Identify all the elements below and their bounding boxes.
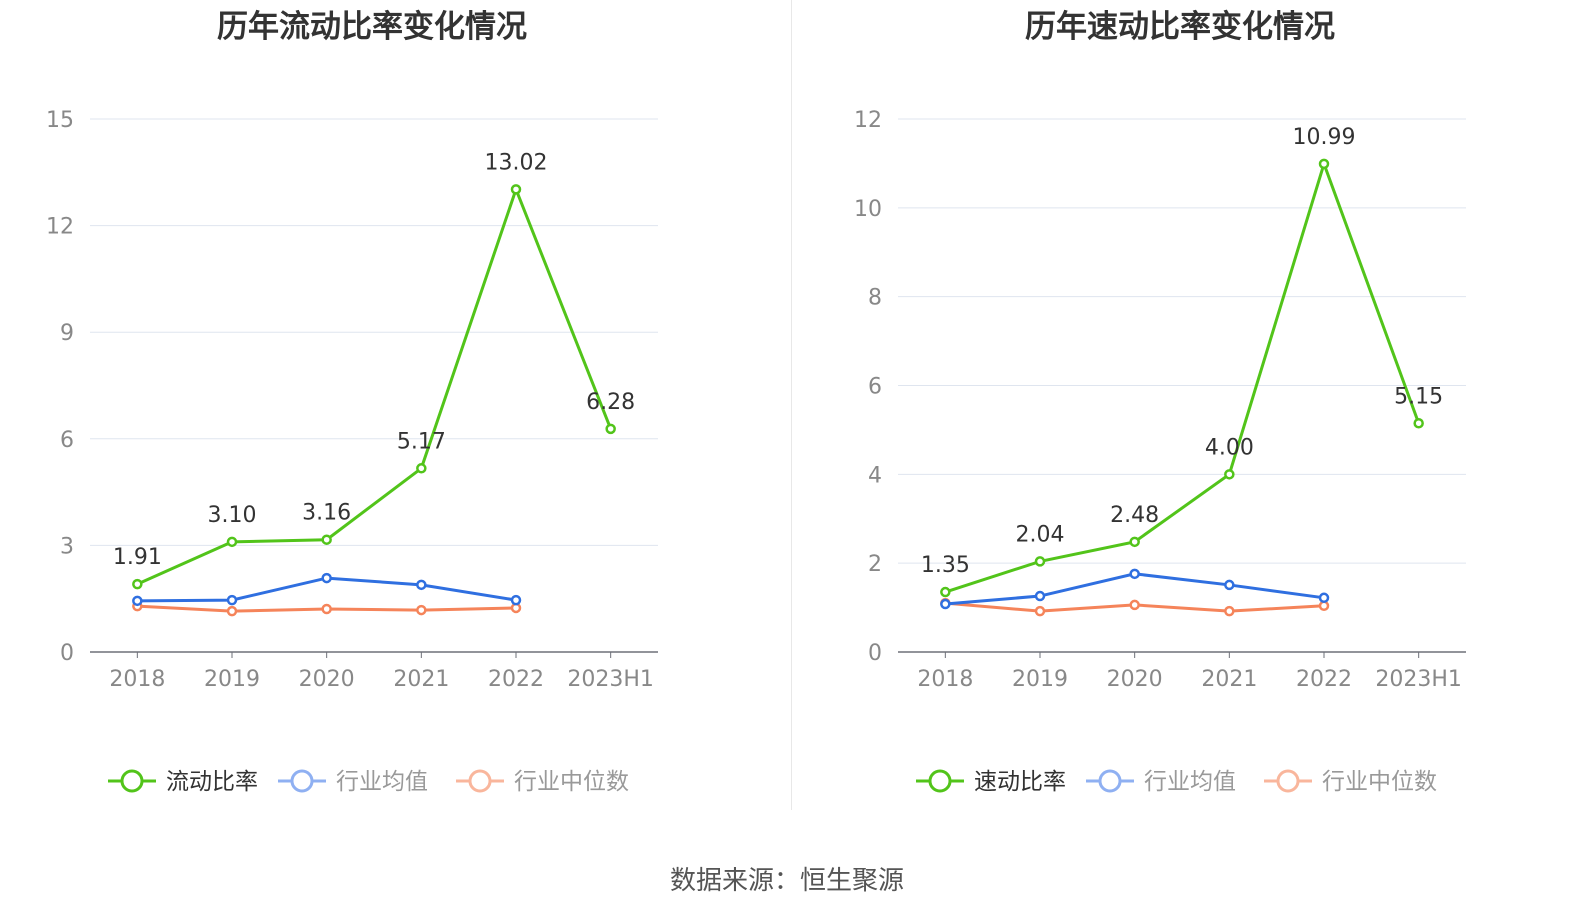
legend-marker — [120, 769, 144, 793]
data-point — [1129, 568, 1140, 580]
data-point — [132, 578, 143, 590]
legend-label: 流动比率 — [166, 769, 258, 795]
data-point — [1318, 592, 1330, 604]
current-ratio-chart: 历年流动比率变化情况 0 3 6 9 12 15 2018 2019 2020 2021 2022 20… — [46, 9, 658, 795]
y-tick-label: 10 — [854, 197, 882, 222]
data-label: 1.91 — [113, 545, 162, 570]
data-point — [940, 598, 951, 610]
x-tick-label: 2021 — [1201, 667, 1257, 692]
x-tick-label: 2022 — [488, 667, 544, 692]
data-label: 6.28 — [586, 390, 635, 415]
data-label: 5.17 — [397, 429, 446, 454]
y-tick-label: 8 — [868, 286, 882, 311]
x-tick-label: 2022 — [1296, 667, 1352, 692]
data-point — [1224, 469, 1235, 480]
x-tick-label: 2020 — [299, 667, 355, 692]
data-label: 2.48 — [1110, 503, 1159, 528]
x-tick-label: 2023H1 — [1375, 667, 1462, 692]
x-tick-label: 2020 — [1107, 667, 1163, 692]
data-point — [1034, 590, 1046, 602]
data-label: 1.35 — [921, 553, 970, 578]
y-tick-label: 12 — [854, 108, 882, 133]
data-label: 5.15 — [1394, 384, 1443, 409]
legend-marker — [290, 769, 314, 793]
data-point — [132, 595, 143, 607]
data-point — [321, 572, 332, 584]
data-point — [1224, 579, 1235, 591]
data-label: 2.04 — [1016, 522, 1065, 547]
legend-label: 速动比率 — [974, 769, 1066, 795]
data-point — [940, 586, 951, 598]
data-point — [1224, 605, 1235, 617]
legend-label: 行业中位数 — [1322, 769, 1437, 795]
data-point — [1129, 536, 1140, 548]
x-tick-label: 2018 — [917, 667, 973, 692]
y-tick-label: 4 — [868, 463, 882, 488]
data-point — [416, 604, 427, 616]
legend-label: 行业中位数 — [514, 769, 629, 795]
legend-marker — [468, 769, 492, 793]
x-tick-label: 2018 — [109, 667, 165, 692]
y-tick-label: 15 — [46, 108, 74, 133]
x-tick-label: 2019 — [1012, 667, 1068, 692]
data-point — [416, 463, 427, 474]
data-point — [1129, 599, 1140, 611]
data-point — [321, 603, 332, 615]
data-source: 数据来源：恒生聚源 — [669, 866, 904, 896]
y-tick-label: 6 — [868, 375, 882, 400]
legend-marker — [1276, 769, 1300, 793]
data-point — [1034, 556, 1046, 567]
divider — [791, 0, 792, 810]
y-tick-label: 0 — [868, 641, 882, 666]
series-line-流动比率 — [136, 185, 613, 586]
x-tick-label: 2019 — [204, 667, 260, 692]
legend-marker — [1098, 769, 1122, 793]
data-point — [510, 594, 522, 606]
chart-title: 历年流动比率变化情况 — [217, 9, 527, 45]
x-tick-label: 2023H1 — [567, 667, 654, 692]
y-tick-label: 3 — [60, 534, 74, 559]
data-point — [510, 184, 522, 195]
series-line-速动比率 — [944, 159, 1421, 594]
legend-label: 行业均值 — [336, 769, 428, 795]
quick-ratio-chart: 历年速动比率变化情况 0 2 4 6 8 10 12 2018 2019 2020 2021 2022 2… — [854, 9, 1466, 795]
data-label: 4.00 — [1205, 435, 1254, 460]
y-tick-label: 0 — [60, 641, 74, 666]
data-point — [321, 534, 332, 545]
data-point — [226, 536, 238, 548]
y-tick-label: 9 — [60, 321, 74, 346]
data-label: 3.16 — [302, 501, 351, 526]
chart-title: 历年速动比率变化情况 — [1025, 9, 1335, 45]
data-point — [226, 594, 238, 606]
y-tick-label: 6 — [60, 428, 74, 453]
data-label: 3.10 — [208, 503, 257, 528]
data-label: 10.99 — [1293, 125, 1356, 150]
data-point — [226, 605, 238, 617]
data-point — [416, 579, 427, 591]
legend-label: 行业均值 — [1144, 769, 1236, 795]
data-point — [1034, 605, 1046, 617]
data-label: 13.02 — [485, 150, 548, 175]
legend-marker — [928, 769, 952, 793]
x-tick-label: 2021 — [393, 667, 449, 692]
data-point — [605, 423, 616, 435]
y-tick-label: 2 — [868, 552, 882, 577]
data-point — [1318, 158, 1330, 170]
data-point — [1413, 418, 1424, 429]
y-tick-label: 12 — [46, 215, 74, 240]
